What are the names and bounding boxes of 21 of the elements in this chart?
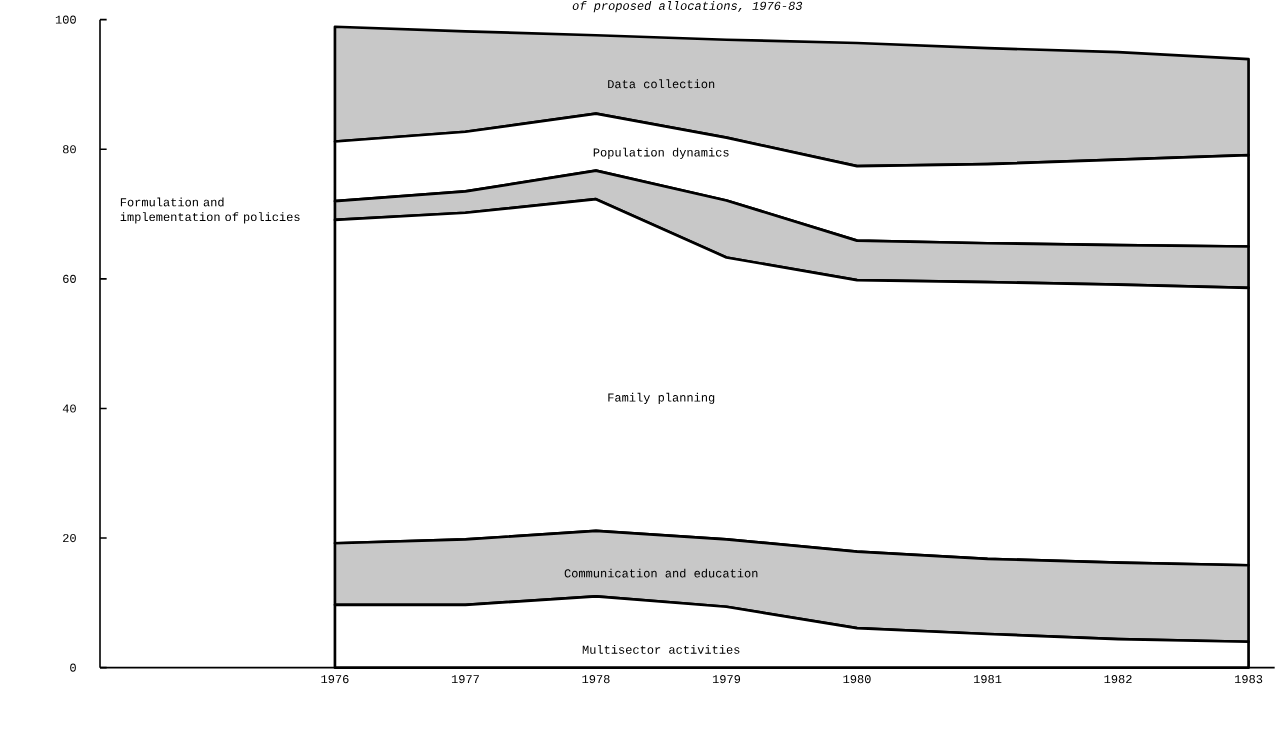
x-tick-label: 1982: [1104, 675, 1132, 684]
chart-title: of proposed allocations, 1976-83: [572, 1, 803, 13]
y-tick-label: 60: [63, 274, 76, 283]
x-tick-label: 1981: [973, 675, 1002, 684]
x-tick-label: 1978: [582, 675, 610, 684]
x-tick-label: 1983: [1235, 675, 1263, 684]
x-tick-label: 1977: [451, 675, 479, 684]
x-tick-label: 1979: [712, 675, 741, 684]
series-label: Communication and education: [564, 568, 758, 578]
series-label: Family planning: [608, 392, 715, 405]
y-tick-label: 80: [63, 145, 76, 154]
text: Formulation and implementation of policies: [120, 197, 300, 224]
y-tick-label: 20: [63, 533, 76, 543]
y-tick-label: 100: [55, 15, 76, 24]
series-label: Multisector activities: [582, 644, 740, 654]
y-tick-label: 0: [70, 663, 76, 672]
y-tick-label: 40: [62, 404, 76, 413]
series-label: Data collection: [608, 79, 715, 89]
x-tick-label: 1976: [321, 675, 349, 684]
series-label: Population dynamics: [593, 147, 729, 159]
x-tick-label: 1980: [843, 675, 871, 684]
